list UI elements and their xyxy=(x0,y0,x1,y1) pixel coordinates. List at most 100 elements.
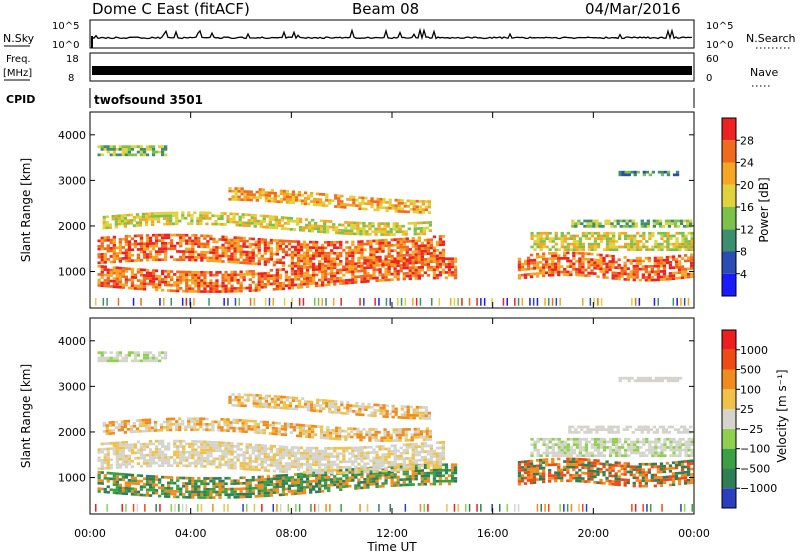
echo-cell xyxy=(383,227,387,231)
echo-cell xyxy=(638,262,642,266)
echo-cell xyxy=(390,254,394,258)
echo-cell xyxy=(154,489,159,492)
echo-cell xyxy=(148,271,153,275)
echo-cell xyxy=(426,463,430,467)
echo-cell xyxy=(158,453,162,457)
echo-cell xyxy=(102,226,106,230)
echo-cell xyxy=(414,477,418,481)
echo-cell xyxy=(188,493,192,496)
echo-cell xyxy=(290,283,295,287)
echo-cell xyxy=(139,153,144,157)
echo-cell xyxy=(387,255,391,258)
echo-cell xyxy=(266,477,270,481)
echo-cell xyxy=(245,492,249,496)
echo-cell xyxy=(240,192,244,196)
echo-cell xyxy=(272,274,276,277)
echo-cell xyxy=(156,217,161,221)
echo-cell xyxy=(218,441,222,444)
echo-cell xyxy=(371,433,375,437)
echo-cell xyxy=(429,252,433,255)
echo-cell xyxy=(374,230,378,234)
echo-cell xyxy=(323,434,327,437)
echo-cell xyxy=(435,460,440,464)
echo-cell xyxy=(548,268,552,272)
echo-cell xyxy=(127,240,132,243)
echo-cell xyxy=(236,458,240,462)
echo-cell xyxy=(275,276,279,280)
echo-cell xyxy=(293,272,298,276)
echo-cell xyxy=(187,420,191,423)
echo-cell xyxy=(151,456,156,459)
echo-cell xyxy=(233,482,237,485)
echo-cell xyxy=(164,258,168,261)
echo-cell xyxy=(533,234,537,238)
echo-cell xyxy=(659,256,664,260)
echo-cell xyxy=(651,234,655,238)
echo-cell xyxy=(423,480,427,483)
echo-cell xyxy=(268,223,272,227)
echo-cell xyxy=(404,433,408,437)
echo-cell xyxy=(366,451,370,455)
echo-cell xyxy=(123,425,127,429)
echo-cell xyxy=(586,219,590,223)
echo-cell xyxy=(264,199,268,203)
echo-cell xyxy=(147,429,152,433)
echo-cell xyxy=(402,472,406,476)
echo-cell xyxy=(283,425,288,428)
echo-cell xyxy=(381,473,385,477)
echo-cell xyxy=(115,148,119,151)
echo-cell xyxy=(127,484,132,488)
echo-cell xyxy=(124,148,128,151)
echo-cell xyxy=(129,430,134,434)
echo-cell xyxy=(139,268,144,272)
echo-cell xyxy=(375,453,379,457)
echo-cell xyxy=(100,255,104,259)
echo-cell xyxy=(327,243,331,247)
echo-cell xyxy=(347,427,351,430)
echo-cell xyxy=(293,459,298,463)
echo-cell xyxy=(236,453,240,457)
echo-cell xyxy=(407,227,411,231)
echo-cell xyxy=(153,423,158,427)
echo-cell xyxy=(657,242,661,246)
echo-cell xyxy=(212,282,216,285)
echo-cell xyxy=(173,244,177,248)
echo-cell xyxy=(557,273,561,277)
echo-cell xyxy=(339,262,343,266)
echo-cell xyxy=(275,244,279,248)
echo-cell xyxy=(109,241,113,245)
echo-cell xyxy=(426,471,430,475)
echo-cell xyxy=(435,254,440,258)
echo-cell xyxy=(554,270,558,274)
echo-cell xyxy=(563,248,567,251)
echo-cell xyxy=(554,254,558,258)
echo-cell xyxy=(387,263,391,266)
echo-cell xyxy=(677,254,682,258)
echo-cell xyxy=(106,471,110,475)
echo-cell xyxy=(383,428,387,431)
echo-cell xyxy=(185,270,189,274)
echo-cell xyxy=(304,218,309,221)
echo-cell xyxy=(227,279,231,282)
echo-cell xyxy=(200,456,204,460)
echo-cell xyxy=(353,427,357,431)
echo-cell xyxy=(236,261,240,264)
echo-cell xyxy=(277,427,281,431)
echo-cell xyxy=(263,263,267,266)
echo-cell xyxy=(203,284,207,288)
echo-cell xyxy=(224,460,228,464)
echo-cell xyxy=(654,245,658,249)
echo-cell xyxy=(200,279,204,282)
echo-cell xyxy=(299,491,304,495)
echo-cell xyxy=(318,251,322,255)
echo-cell xyxy=(220,217,224,221)
echo-cell xyxy=(230,284,234,288)
echo-cell xyxy=(121,275,125,278)
echo-cell xyxy=(298,434,303,438)
echo-cell xyxy=(115,274,119,278)
echo-cell xyxy=(354,446,358,450)
echo-cell xyxy=(380,439,384,442)
echo-cell xyxy=(239,289,243,293)
echo-cell xyxy=(376,205,380,209)
echo-cell xyxy=(103,458,107,462)
